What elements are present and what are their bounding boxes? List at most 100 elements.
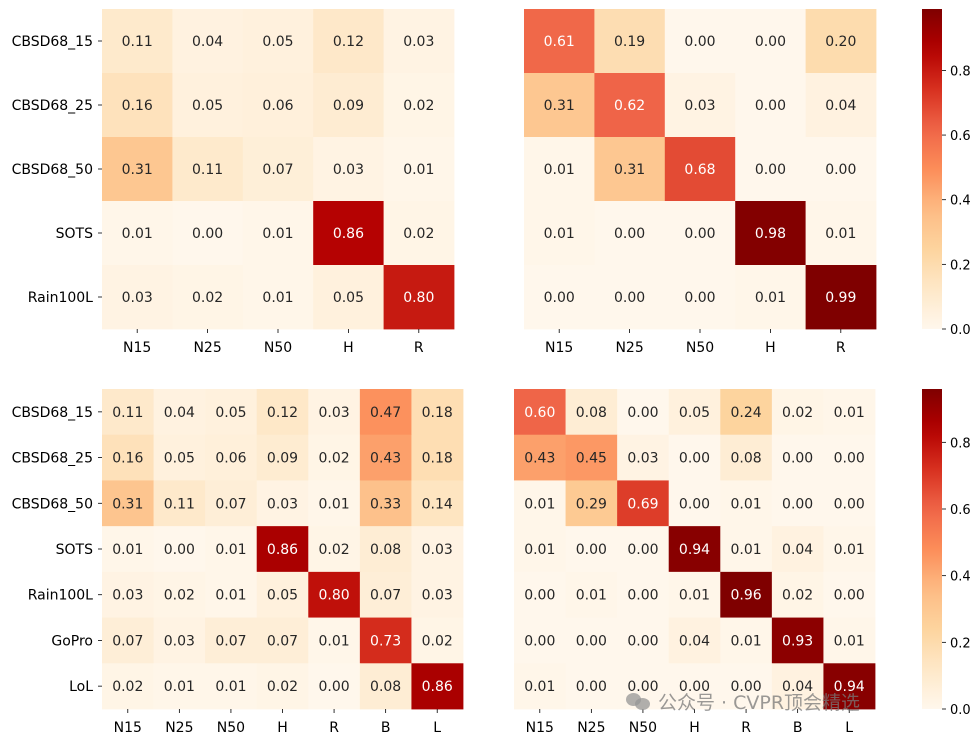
x-tick-label: H <box>343 340 354 356</box>
cell-value-label: 0.01 <box>755 290 786 306</box>
heatmap-cell <box>524 73 595 138</box>
cell-value-label: 0.01 <box>318 633 349 649</box>
cell-value-label: 0.06 <box>262 98 293 114</box>
y-tick-label: CBSD68_50 <box>12 496 93 512</box>
x-tick-label: N50 <box>217 720 245 736</box>
heatmap-cell <box>308 571 361 618</box>
cell-value-label: 0.03 <box>112 588 143 604</box>
cell-value-label: 0.00 <box>679 679 710 695</box>
heatmap-cell <box>524 265 595 330</box>
cell-value-label: 0.00 <box>730 679 761 695</box>
heatmap-cell <box>205 571 258 618</box>
heatmap-cell <box>411 434 464 481</box>
cell-value-label: 0.86 <box>422 679 453 695</box>
heatmap-cell <box>565 663 618 710</box>
x-tick-label: L <box>845 720 853 736</box>
cell-value-label: 0.00 <box>684 34 715 50</box>
heatmap-cell <box>617 389 670 436</box>
heatmap-cell <box>720 571 773 618</box>
heatmap-cell <box>313 9 384 74</box>
heatmap-cell <box>668 480 721 527</box>
heatmap-cell <box>664 9 736 74</box>
cell-value-label: 0.04 <box>782 679 813 695</box>
cell-value-label: 0.01 <box>215 679 246 695</box>
heatmap-cell <box>823 389 876 436</box>
cell-value-label: 0.01 <box>215 588 246 604</box>
heatmap-cell <box>308 663 361 710</box>
heatmap-cell <box>735 265 806 330</box>
heatmap-cell <box>102 480 154 527</box>
heatmap-cell <box>102 526 154 573</box>
heatmap-cell <box>359 526 412 573</box>
heatmap-cell <box>102 434 154 481</box>
heatmap-cell <box>359 617 412 664</box>
cell-value-label: 0.08 <box>730 451 761 467</box>
x-tick-label: H <box>765 340 776 356</box>
cell-value-label: 0.02 <box>782 588 813 604</box>
heatmap-cell <box>205 617 258 664</box>
cell-value-label: 0.03 <box>318 405 349 421</box>
cell-value-label: 0.01 <box>403 162 434 178</box>
heatmap-cell <box>102 571 154 618</box>
colorbar-gradient <box>922 389 942 709</box>
heatmap-cell <box>411 663 464 710</box>
heatmap-cell <box>823 617 876 664</box>
cell-value-label: 0.03 <box>422 542 453 558</box>
cell-value-label: 0.01 <box>825 226 856 242</box>
x-tick-label: N15 <box>123 340 151 356</box>
x-tick-label: N50 <box>686 340 714 356</box>
cell-value-label: 0.01 <box>834 542 865 558</box>
x-tick-label: N25 <box>193 340 221 356</box>
cell-value-label: 0.00 <box>834 588 865 604</box>
heatmap-cell <box>308 480 361 527</box>
cell-value-label: 0.01 <box>544 226 575 242</box>
cell-value-label: 0.07 <box>215 633 246 649</box>
heatmap-cell <box>242 265 314 330</box>
heatmap-cell <box>565 389 618 436</box>
cell-value-label: 0.07 <box>370 588 401 604</box>
heatmap-cell <box>383 73 455 138</box>
cell-value-label: 0.31 <box>614 162 645 178</box>
heatmap-cell <box>256 389 309 436</box>
heatmap-cell <box>771 389 824 436</box>
cell-value-label: 0.94 <box>834 679 865 695</box>
colorbar-tick-label: 0.0 <box>950 703 971 718</box>
heatmap-cell <box>172 137 244 202</box>
x-tick-label: R <box>329 720 339 736</box>
cell-value-label: 0.00 <box>782 496 813 512</box>
cell-value-label: 0.01 <box>730 496 761 512</box>
cell-value-label: 0.02 <box>422 633 453 649</box>
cell-value-label: 0.04 <box>782 542 813 558</box>
cell-value-label: 0.03 <box>684 98 715 114</box>
heatmap-cell <box>617 480 670 527</box>
heatmap-cell <box>664 265 736 330</box>
cell-value-label: 0.00 <box>614 290 645 306</box>
heatmap-cell <box>383 265 455 330</box>
cell-value-label: 0.86 <box>267 542 298 558</box>
cell-value-label: 0.00 <box>825 162 856 178</box>
heatmap-cell <box>205 663 258 710</box>
cell-value-label: 0.04 <box>164 405 195 421</box>
cell-value-label: 0.68 <box>684 162 715 178</box>
x-tick-label: N15 <box>114 720 142 736</box>
cell-value-label: 0.08 <box>370 542 401 558</box>
heatmap-cell <box>805 265 877 330</box>
heatmap-cell <box>668 389 721 436</box>
heatmap-cell <box>153 663 206 710</box>
colorbar-tick-label: 0.8 <box>950 64 971 79</box>
heatmap-cell <box>771 434 824 481</box>
x-tick-label: R <box>414 340 424 356</box>
heatmap-cell <box>735 73 806 138</box>
heatmap-cell <box>172 201 244 266</box>
heatmap-panel-4: 0.60 0.08 0.00 0.05 0.24 0.02 0.01 0.43 0.45 0.03… <box>514 389 876 736</box>
heatmap-cell <box>308 389 361 436</box>
cell-value-label: 0.00 <box>684 226 715 242</box>
cell-value-label: 0.11 <box>192 162 223 178</box>
cell-value-label: 0.05 <box>215 405 246 421</box>
cell-value-label: 0.01 <box>215 542 246 558</box>
heatmap-cell <box>308 434 361 481</box>
heatmap-cell <box>617 526 670 573</box>
cell-value-label: 0.69 <box>627 496 658 512</box>
watermark: 公众号 · CVPR顶会精选 <box>626 686 860 716</box>
heatmap-cell <box>153 480 206 527</box>
